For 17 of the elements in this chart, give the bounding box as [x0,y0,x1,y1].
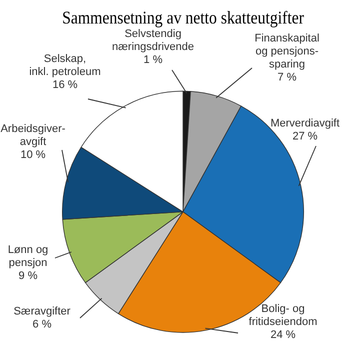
data-label: 9 % [18,270,38,282]
data-label: 27 % [292,130,318,143]
data-label: 24 % [270,329,296,342]
data-label: 6 % [32,318,52,331]
slice-label: Merverdiavgift [270,118,340,130]
slice-label: Arbeidsgiver- avgift [0,123,66,148]
chart-title: Sammensetning av netto skatteutgifter [62,8,304,28]
data-label: 16 % [52,79,78,92]
slice-label: Finanskapital og pensjons- sparing [254,32,320,71]
data-label: 1 % [144,54,163,66]
slice-label: Bolig- og fritidseiendom [248,303,318,328]
data-label: 10 % [20,149,46,162]
slice-label: Særavgifter [14,306,71,318]
slice-label: Selskap, inkl. petroleum [29,53,101,78]
slice-label: Lønn og pensjon [8,244,48,270]
slice-label: Selvstendig næringsdrivende [112,28,194,54]
data-label: 7 % [278,72,297,84]
